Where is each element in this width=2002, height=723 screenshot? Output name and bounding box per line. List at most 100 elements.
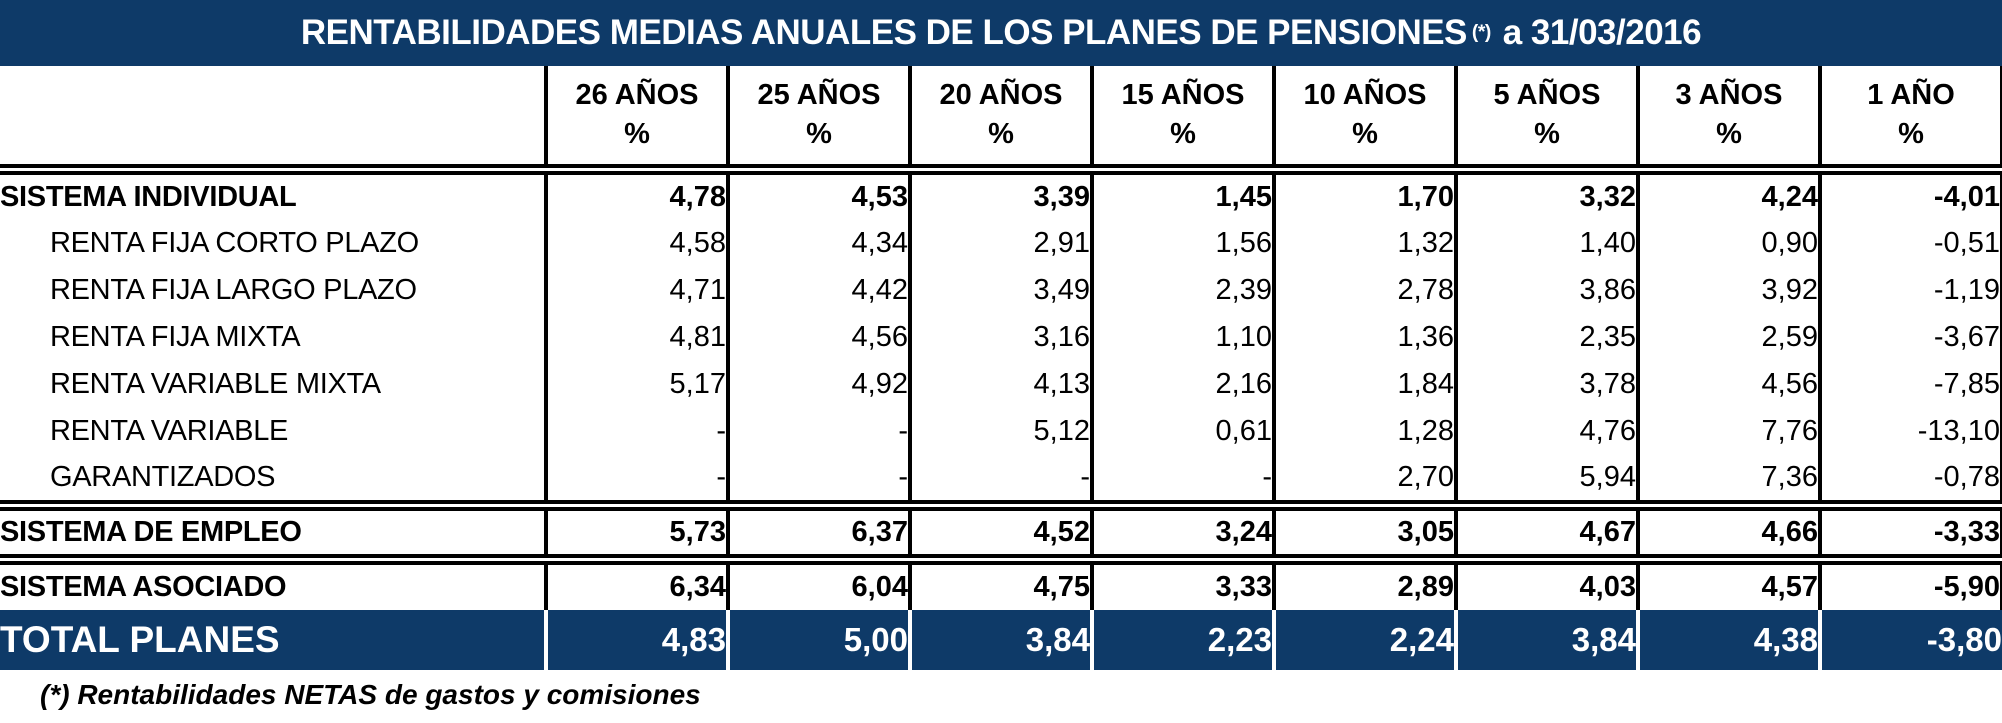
- value-cell: 1,56: [1090, 220, 1274, 267]
- value-cell: 3,32: [1454, 173, 1638, 220]
- value-cell: 2,24: [1272, 610, 1456, 670]
- value-cell: 2,39: [1090, 267, 1274, 314]
- column-header-period: 26 AÑOS: [575, 78, 699, 111]
- value-cell: 3,49: [908, 267, 1092, 314]
- value-cell: 4,81: [544, 314, 728, 361]
- row-label: RENTA VARIABLE MIXTA: [50, 368, 381, 400]
- value-cell: 6,34: [544, 563, 728, 610]
- value-cell: 3,24: [1090, 509, 1274, 556]
- column-header: 26 AÑOS%: [544, 66, 728, 166]
- value-cell: 6,04: [726, 563, 910, 610]
- value-cell: 4,57: [1636, 563, 1820, 610]
- value-cell: -0,78: [1818, 455, 2002, 502]
- value-cell: -3,33: [1818, 509, 2002, 556]
- column-header-unit: %: [1898, 118, 1924, 150]
- column-header: 5 AÑOS%: [1454, 66, 1638, 166]
- table-row: SISTEMA DE EMPLEO 5,73 6,37 4,52 3,24 3,05 4,6…: [0, 509, 2002, 556]
- value-cell: 5,12: [908, 408, 1092, 455]
- value-cell: 1,32: [1272, 220, 1456, 267]
- double-rule: [0, 554, 2002, 565]
- title-text: RENTABILIDADES MEDIAS ANUALES DE LOS PLA…: [300, 13, 1468, 52]
- value-cell: -: [544, 408, 728, 455]
- value-cell: 3,05: [1272, 509, 1456, 556]
- returns-table: 26 AÑOS% 25 AÑOS% 20 AÑOS% 15 AÑOS% 10 AÑOS%…: [0, 66, 2002, 670]
- value-cell: 1,84: [1272, 361, 1456, 408]
- value-cell: 4,92: [726, 361, 910, 408]
- table-row: TOTAL PLANES 4,83 5,00 3,84 2,23 2,24 3,84 4,38…: [0, 610, 2002, 670]
- column-header-period: 15 AÑOS: [1121, 78, 1245, 111]
- value-cell: 4,34: [726, 220, 910, 267]
- value-cell: 4,83: [544, 610, 728, 670]
- column-header-period: 10 AÑOS: [1303, 78, 1427, 111]
- table-row: GARANTIZADOS - - - -2,70 5,94 7,36 -0,78: [0, 455, 2002, 502]
- value-cell: -: [726, 455, 910, 502]
- row-label: SISTEMA ASOCIADO: [0, 571, 287, 603]
- value-cell: -13,10: [1818, 408, 2002, 455]
- value-cell: -: [544, 455, 728, 502]
- value-cell: -: [726, 408, 910, 455]
- table-row: SISTEMA INDIVIDUAL 4,78 4,53 3,39 1,45 1,70 3,…: [0, 173, 2002, 220]
- value-cell: 2,91: [908, 220, 1092, 267]
- value-cell: 2,16: [1090, 361, 1274, 408]
- value-cell: 4,58: [544, 220, 728, 267]
- value-cell: 5,17: [544, 361, 728, 408]
- value-cell: 5,00: [726, 610, 910, 670]
- value-cell: 2,78: [1272, 267, 1456, 314]
- value-cell: 0,61: [1090, 408, 1274, 455]
- column-header-unit: %: [624, 118, 650, 150]
- column-header: 1 AÑO%: [1818, 66, 2002, 166]
- value-cell: -: [908, 455, 1092, 502]
- value-cell: -0,51: [1818, 220, 2002, 267]
- row-label: GARANTIZADOS: [50, 461, 276, 493]
- value-cell: 3,86: [1454, 267, 1638, 314]
- column-header: 20 AÑOS%: [908, 66, 1092, 166]
- value-cell: 4,56: [726, 314, 910, 361]
- value-cell: 4,76: [1454, 408, 1638, 455]
- value-cell: 3,84: [908, 610, 1092, 670]
- table-row: RENTA FIJA LARGO PLAZO 4,71 4,42 3,49 2,39 2,…: [0, 267, 2002, 314]
- table-row: RENTA FIJA MIXTA 4,81 4,56 3,16 1,10 1,36 2,35…: [0, 314, 2002, 361]
- value-cell: 5,73: [544, 509, 728, 556]
- value-cell: 1,45: [1090, 173, 1274, 220]
- value-cell: -4,01: [1818, 173, 2002, 220]
- row-label: RENTA FIJA LARGO PLAZO: [50, 274, 417, 306]
- row-label: RENTA VARIABLE: [50, 415, 289, 447]
- table-row: RENTA VARIABLE MIXTA 5,17 4,92 4,13 2,16 1,84…: [0, 361, 2002, 408]
- row-label: SISTEMA INDIVIDUAL: [0, 181, 297, 213]
- value-cell: 2,70: [1272, 455, 1456, 502]
- column-header-period: 3 AÑOS: [1675, 78, 1783, 111]
- table-row: RENTA VARIABLE - -5,12 0,61 1,28 4,76 7,76 -13,…: [0, 408, 2002, 455]
- table-title-bar: RENTABILIDADES MEDIAS ANUALES DE LOS PLA…: [0, 0, 2002, 66]
- value-cell: -7,85: [1818, 361, 2002, 408]
- value-cell: -5,90: [1818, 563, 2002, 610]
- value-cell: 7,36: [1636, 455, 1820, 502]
- value-cell: 4,13: [908, 361, 1092, 408]
- value-cell: 4,42: [726, 267, 910, 314]
- double-rule-line: [0, 164, 2002, 175]
- value-cell: 4,66: [1636, 509, 1820, 556]
- table-row: SISTEMA ASOCIADO 6,34 6,04 4,75 3,33 2,89 4,03…: [0, 563, 2002, 610]
- value-cell: 4,53: [726, 173, 910, 220]
- table-row: RENTA FIJA CORTO PLAZO 4,58 4,34 2,91 1,56 1,…: [0, 220, 2002, 267]
- column-header: 10 AÑOS%: [1272, 66, 1456, 166]
- value-cell: -3,67: [1818, 314, 2002, 361]
- row-label: RENTA FIJA MIXTA: [50, 321, 301, 353]
- double-rule: [0, 500, 2002, 511]
- value-cell: 4,52: [908, 509, 1092, 556]
- value-cell: 1,10: [1090, 314, 1274, 361]
- value-cell: 5,94: [1454, 455, 1638, 502]
- column-header: 25 AÑOS%: [726, 66, 910, 166]
- value-cell: 0,90: [1636, 220, 1820, 267]
- column-header-period: 25 AÑOS: [757, 78, 881, 111]
- column-header-unit: %: [988, 118, 1014, 150]
- value-cell: 4,75: [908, 563, 1092, 610]
- value-cell: 2,89: [1272, 563, 1456, 610]
- column-header-period: 1 AÑO: [1867, 78, 1955, 111]
- value-cell: 1,36: [1272, 314, 1456, 361]
- value-cell: 4,24: [1636, 173, 1820, 220]
- row-label: TOTAL PLANES: [0, 619, 280, 660]
- value-cell: -: [1090, 455, 1274, 502]
- column-header-unit: %: [1352, 118, 1378, 150]
- footnote: (*) Rentabilidades NETAS de gastos y com…: [40, 679, 701, 710]
